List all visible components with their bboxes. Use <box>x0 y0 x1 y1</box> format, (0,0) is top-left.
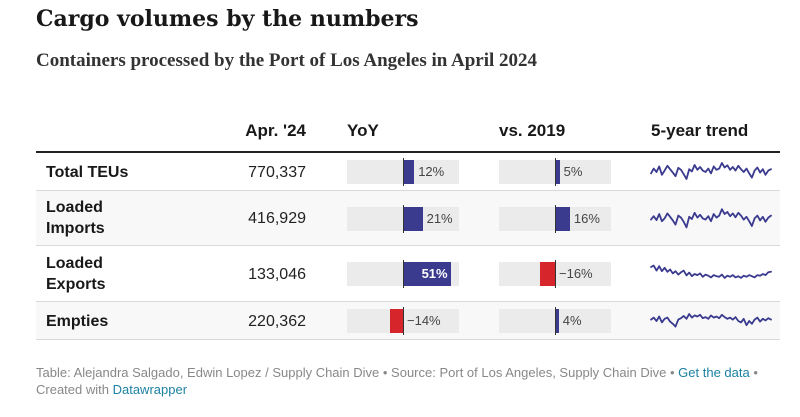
yoy-bar <box>403 160 415 184</box>
column-header-yoy[interactable]: YoY <box>347 121 379 140</box>
apr-value: 770,337 <box>248 164 306 181</box>
row-divider <box>36 301 780 302</box>
yoy-label: −14% <box>407 313 441 328</box>
vs2019-bar-cell: 16% <box>499 205 611 233</box>
trend-sparkline <box>650 264 772 279</box>
apr-value: 133,046 <box>248 266 306 283</box>
table-row: Total TEUs 770,337 12% 5% <box>36 153 780 191</box>
yoy-label: 21% <box>426 211 453 226</box>
apr-value: 220,362 <box>248 313 306 330</box>
vs2019-bar <box>555 309 559 333</box>
vs2019-label: 4% <box>562 313 582 328</box>
zero-axis <box>403 205 404 233</box>
yoy-bar <box>403 207 423 231</box>
yoy-label: 51% <box>421 266 448 281</box>
yoy-bar-cell: 21% <box>347 205 459 233</box>
zero-axis <box>403 307 404 335</box>
get-data-link[interactable]: Get the data <box>678 365 750 380</box>
apr-value: 416,929 <box>248 210 306 227</box>
row-label: Total TEUs <box>46 164 129 181</box>
header-rule <box>36 151 780 153</box>
yoy-bar-cell: 12% <box>347 158 459 186</box>
table-row: Loaded Imports 416,929 21% 16% <box>36 191 780 246</box>
row-label: Loaded Exports <box>46 255 106 293</box>
trend-sparkline <box>650 313 772 328</box>
yoy-bar-cell: −14% <box>347 307 459 335</box>
row-label: Loaded Imports <box>46 199 105 237</box>
row-divider <box>36 245 780 246</box>
row-divider <box>36 339 780 340</box>
zero-axis <box>555 260 556 288</box>
table-row: Loaded Exports 133,046 51% −16% <box>36 246 780 302</box>
vs2019-bar <box>540 262 555 286</box>
page-title: Cargo volumes by the numbers <box>36 6 419 32</box>
trend-sparkline <box>650 208 772 229</box>
vs2019-bar-cell: −16% <box>499 260 611 288</box>
vs2019-bar-cell: 5% <box>499 158 611 186</box>
footer-credits: Table: Alejandra Salgado, Edwin Lopez / … <box>36 365 679 380</box>
column-header-trend: 5-year trend <box>651 121 749 140</box>
vs2019-label: 5% <box>563 164 583 179</box>
vs2019-bar <box>555 207 570 231</box>
trend-line <box>650 208 772 229</box>
row-divider <box>36 190 780 191</box>
zero-axis <box>403 158 404 186</box>
column-header-vs2019[interactable]: vs. 2019 <box>499 121 566 140</box>
yoy-label: 12% <box>418 164 445 179</box>
trend-line <box>650 162 772 180</box>
column-header-apr[interactable]: Apr. '24 <box>245 121 306 140</box>
vs2019-bar-cell: 4% <box>499 307 611 335</box>
zero-axis <box>555 307 556 335</box>
trend-line <box>650 264 772 279</box>
row-label: Empties <box>46 313 109 330</box>
vs2019-bar <box>555 160 560 184</box>
footer-created: • Created with <box>36 365 758 397</box>
yoy-bar <box>403 262 451 286</box>
trend-line <box>650 313 772 328</box>
datawrapper-link[interactable]: Datawrapper <box>112 382 188 397</box>
zero-axis <box>403 260 404 288</box>
table-row: Empties 220,362 −14% 4% <box>36 302 780 340</box>
yoy-bar <box>389 309 403 333</box>
vs2019-label: 16% <box>573 211 600 226</box>
zero-axis <box>555 205 556 233</box>
footer-note: Table: Alejandra Salgado, Edwin Lopez / … <box>36 364 776 398</box>
zero-axis <box>555 158 556 186</box>
page-subtitle: Containers processed by the Port of Los … <box>36 50 538 71</box>
vs2019-label: −16% <box>559 266 593 281</box>
trend-sparkline <box>650 162 772 180</box>
yoy-bar-cell: 51% <box>347 260 459 288</box>
